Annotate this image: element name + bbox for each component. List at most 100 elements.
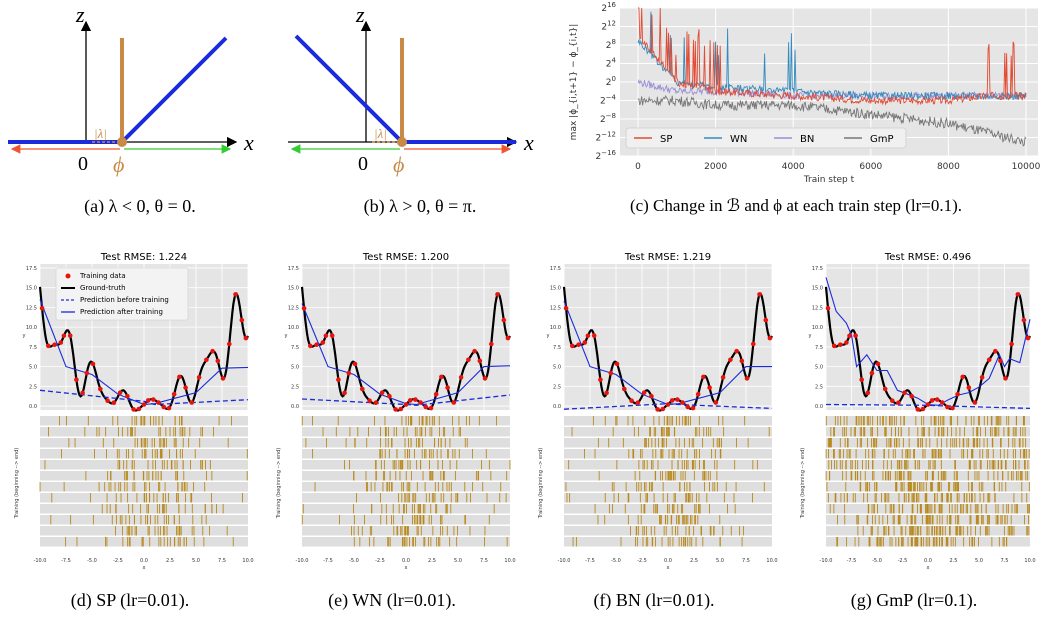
chart-title: Test RMSE: 0.496 — [884, 252, 971, 263]
y-axis-label: y — [285, 333, 288, 339]
legend-label: Ground-truth — [80, 284, 126, 292]
training-point — [428, 405, 434, 411]
y-tick-label: 2.5 — [553, 384, 561, 390]
training-point — [189, 400, 195, 405]
y-tick-label: 0.0 — [291, 404, 299, 410]
chart-e: Test RMSE: 1.200 0.0 2.5 5.0 7.5 10.0 12.5 15.0… — [276, 252, 516, 571]
training-point — [239, 317, 245, 323]
x-tick-label: -5.0 — [87, 558, 97, 564]
training-point — [585, 333, 591, 339]
training-point — [728, 357, 733, 363]
panel-b-diagram: z x 0 ϕ |λ| — [288, 2, 534, 177]
training-point — [744, 376, 750, 381]
activity-row — [40, 504, 248, 514]
activity-row — [564, 504, 772, 514]
activity-row — [564, 526, 772, 536]
activity-row — [40, 537, 248, 547]
training-point — [151, 397, 156, 402]
x-tick-label: 10.0 — [1024, 558, 1035, 564]
x-tick-label: 7.5 — [742, 558, 750, 564]
training-point — [342, 390, 347, 396]
legend-label: Prediction after training — [80, 308, 163, 316]
y-tick-label: 12.5 — [288, 305, 299, 311]
training-point — [960, 374, 965, 380]
training-point — [329, 333, 335, 338]
training-point — [614, 361, 620, 367]
training-point — [1015, 292, 1021, 297]
training-point — [423, 404, 429, 410]
training-point — [418, 400, 423, 405]
training-point — [751, 341, 756, 347]
training-point — [576, 342, 581, 347]
training-point — [582, 340, 588, 345]
training-point — [869, 370, 875, 376]
y-tick-label: 17.5 — [812, 266, 823, 272]
y-axis-label: max |ϕ_{i,t+1} − ϕ_{i,t}| — [569, 24, 579, 141]
training-point — [74, 377, 79, 382]
legend-label: WN — [730, 134, 747, 145]
training-point — [713, 400, 719, 405]
training-point — [61, 333, 67, 339]
y-tick-label: 2.5 — [29, 384, 37, 390]
y-tick-label: 7.5 — [291, 345, 299, 351]
y-tick-label: 15.0 — [288, 286, 299, 292]
training-point — [757, 292, 762, 297]
training-point — [882, 386, 888, 392]
training-point — [403, 402, 409, 407]
training-point — [929, 398, 935, 403]
training-point — [695, 392, 701, 397]
training-point — [439, 374, 444, 380]
training-point — [320, 340, 326, 345]
x-tick-label: 2.5 — [428, 558, 436, 564]
activity-row — [826, 449, 1030, 459]
x-tick-label: 2000 — [704, 162, 727, 172]
x-axis-label: x — [927, 565, 930, 571]
x-tick-label: 5.0 — [454, 558, 462, 564]
activity-y-label: Training (beginning --> end) — [14, 448, 20, 520]
y-tick-label: 12.5 — [812, 305, 823, 311]
panel-a: z x 0 ϕ |λ| (a) λ < 0, θ = 0. — [0, 0, 270, 225]
legend-label: SP — [660, 134, 672, 145]
y-tick-label: 7.5 — [29, 345, 37, 351]
x-tick-label: -10.0 — [296, 558, 309, 564]
activity-row — [40, 449, 248, 459]
x-tick-label: 5.0 — [192, 558, 200, 564]
caption-b: (b) λ > 0, θ = π. — [363, 196, 477, 216]
prediction-before-line — [825, 403, 1031, 410]
training-point — [67, 333, 73, 338]
legend-swatch — [65, 273, 71, 279]
y-tick-label: 0.0 — [553, 404, 561, 410]
training-point — [934, 397, 940, 402]
training-point — [675, 397, 680, 402]
y-tick-label: 2.5 — [291, 384, 299, 390]
legend-label: BN — [800, 134, 814, 145]
training-point — [950, 405, 955, 411]
activity-row — [302, 460, 510, 470]
y-axis-label: y — [809, 333, 812, 339]
training-point — [131, 407, 136, 412]
x-label: x — [523, 130, 534, 155]
training-point — [210, 348, 215, 354]
x-tick-label: 0 — [635, 162, 641, 172]
y-tick-label: 0.0 — [29, 404, 37, 410]
training-point — [838, 342, 843, 347]
y-tick-label: 5.0 — [29, 365, 37, 371]
y-axis-label: y — [547, 333, 550, 339]
origin-label: 0 — [78, 153, 88, 175]
training-point — [660, 406, 666, 412]
training-point — [111, 400, 117, 405]
training-point — [680, 400, 685, 405]
training-point — [373, 400, 379, 405]
activity-row — [302, 504, 510, 514]
x-axis-label: x — [405, 565, 408, 571]
training-point — [955, 392, 960, 397]
training-point — [844, 340, 849, 345]
y-tick-label: 28 — [606, 38, 616, 51]
training-point — [183, 385, 188, 390]
y-tick-label: 15.0 — [26, 286, 37, 292]
activity-row — [826, 427, 1030, 437]
training-point — [177, 374, 182, 380]
series-line-BN — [637, 78, 1027, 101]
caption-d: (d) SP (lr=0.01). — [70, 590, 190, 610]
y-tick-label: 17.5 — [26, 266, 37, 272]
